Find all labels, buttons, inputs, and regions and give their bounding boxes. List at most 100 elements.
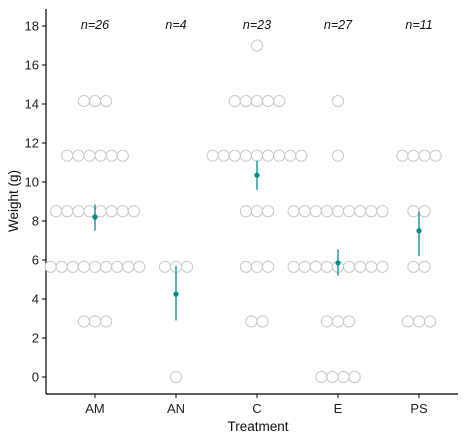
data-dot — [337, 370, 350, 384]
data-dot — [55, 260, 68, 273]
mean-point — [92, 214, 98, 220]
data-dot — [365, 260, 378, 273]
sample-size-label: n=23 — [243, 18, 271, 32]
data-dot — [66, 260, 79, 273]
data-dot — [315, 370, 328, 384]
data-dot — [50, 205, 63, 218]
data-dot — [250, 94, 264, 108]
x-tick-label: E — [334, 401, 343, 416]
data-dot — [88, 315, 102, 328]
data-dot — [320, 205, 333, 218]
data-dot — [418, 205, 431, 218]
mean-point — [254, 172, 260, 178]
data-dot — [287, 260, 300, 273]
data-dot — [122, 260, 135, 273]
data-dot — [181, 260, 194, 273]
data-dot — [295, 149, 308, 162]
data-dot — [100, 260, 113, 273]
mean-point — [173, 291, 179, 297]
data-dot — [343, 260, 356, 273]
data-dot — [228, 149, 241, 162]
y-tick-label: 14 — [25, 97, 39, 112]
data-dot — [365, 205, 378, 218]
data-dot — [239, 149, 252, 162]
data-dot — [326, 370, 339, 384]
data-dot — [429, 149, 442, 162]
data-dot — [116, 149, 129, 162]
x-axis-title: Treatment — [227, 419, 288, 434]
data-dot — [127, 205, 140, 218]
data-dot — [44, 260, 57, 273]
data-dot — [250, 39, 264, 52]
data-dot — [239, 205, 252, 218]
data-dot — [250, 205, 264, 218]
data-dot — [407, 205, 420, 218]
data-dot — [61, 205, 74, 218]
sample-size-label: n=26 — [81, 18, 109, 32]
data-dot — [105, 205, 118, 218]
y-tick-label: 0 — [32, 370, 39, 385]
data-dot — [407, 149, 420, 162]
data-dot — [331, 149, 345, 162]
data-dot — [72, 205, 85, 218]
data-dot — [228, 94, 241, 108]
data-dot — [116, 205, 129, 218]
data-dot — [111, 260, 124, 273]
data-dot — [320, 260, 333, 273]
data-dot — [348, 370, 361, 384]
data-dot — [262, 260, 275, 273]
data-dot — [331, 315, 345, 328]
data-dot — [100, 94, 113, 108]
data-dot — [169, 370, 183, 384]
x-tick-label: AN — [167, 401, 185, 416]
data-dot — [239, 94, 252, 108]
data-dot — [418, 260, 431, 273]
data-dot — [401, 315, 414, 328]
data-dot — [72, 149, 85, 162]
data-dot — [262, 149, 275, 162]
data-dot — [88, 260, 102, 273]
y-tick-label: 18 — [25, 19, 39, 34]
y-tick-label: 6 — [32, 253, 39, 268]
data-dot — [83, 149, 96, 162]
y-tick-label: 2 — [32, 331, 39, 346]
data-dot — [77, 315, 91, 328]
data-dot — [376, 260, 389, 273]
y-tick-label: 4 — [32, 292, 39, 307]
data-dot — [273, 149, 286, 162]
mean-point — [416, 228, 422, 234]
data-dot — [418, 149, 431, 162]
data-dot — [331, 205, 345, 218]
data-dot — [343, 315, 356, 328]
sample-size-label: n=4 — [165, 18, 186, 32]
data-dot — [262, 94, 275, 108]
data-dot — [250, 149, 264, 162]
data-dot — [239, 260, 252, 273]
x-tick-label: C — [252, 401, 261, 416]
data-dot — [284, 149, 297, 162]
y-axis-title: Weight (g) — [6, 170, 21, 232]
data-dot — [158, 260, 171, 273]
data-dot — [287, 205, 300, 218]
data-dot — [354, 260, 367, 273]
data-dot — [396, 149, 409, 162]
data-dot — [88, 94, 102, 108]
data-dot — [273, 94, 286, 108]
mean-point — [335, 260, 341, 266]
data-dot — [77, 260, 91, 273]
x-tick-label: AM — [85, 401, 105, 416]
x-tick-label: PS — [410, 401, 428, 416]
sample-size-label: n=27 — [324, 18, 353, 32]
data-dot — [309, 205, 322, 218]
data-dot — [298, 260, 311, 273]
y-tick-label: 12 — [25, 136, 39, 151]
data-dot — [354, 205, 367, 218]
data-dot — [133, 260, 146, 273]
data-dot — [77, 94, 91, 108]
data-dot — [320, 315, 333, 328]
data-dot — [61, 149, 74, 162]
y-tick-label: 8 — [32, 214, 39, 229]
data-dot — [245, 315, 258, 328]
data-dot — [412, 315, 426, 328]
y-tick-label: 16 — [25, 58, 39, 73]
